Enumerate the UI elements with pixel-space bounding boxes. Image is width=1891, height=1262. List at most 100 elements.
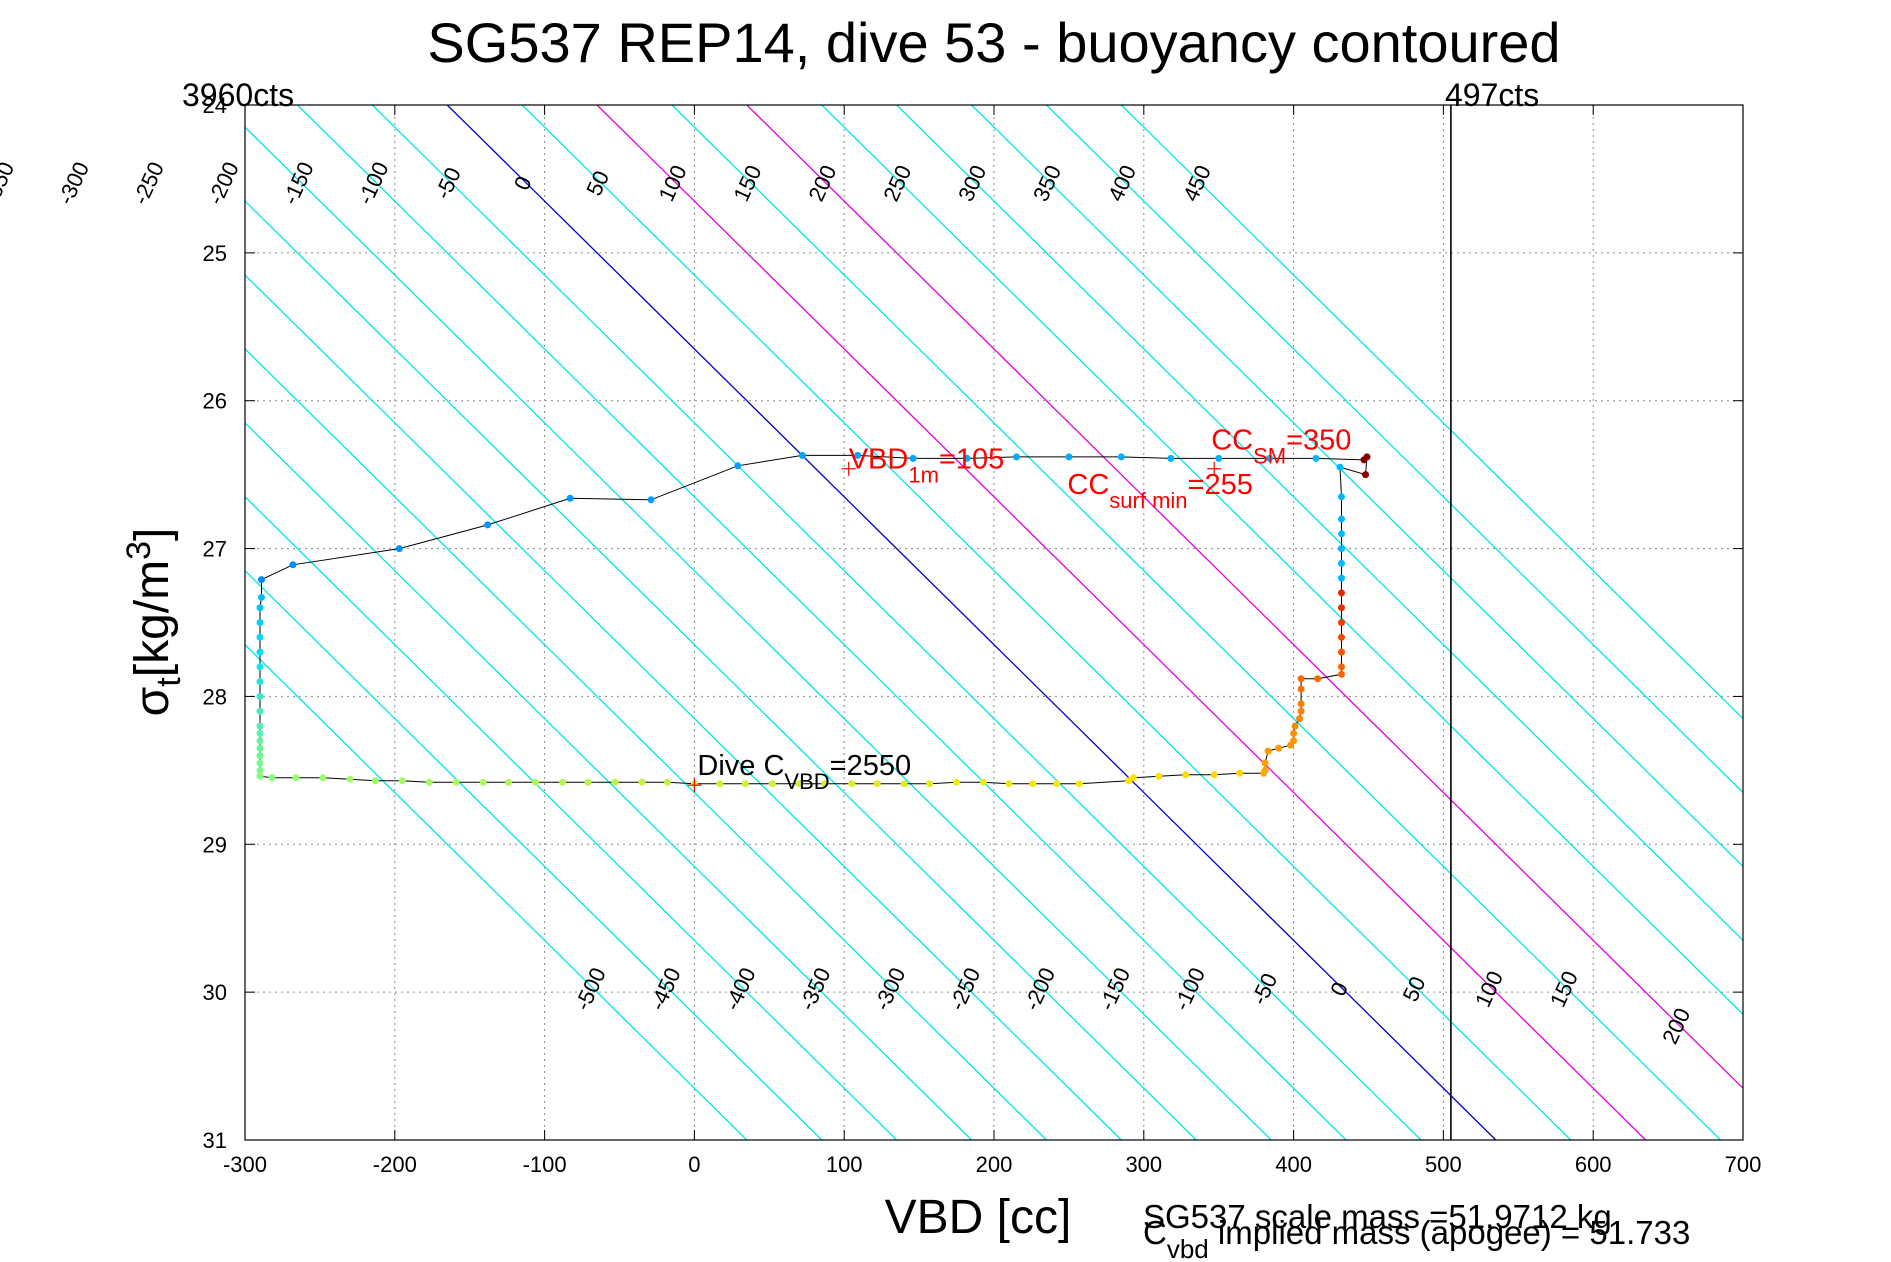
annotation-tail: =255 bbox=[1188, 469, 1253, 501]
dive-data-point bbox=[1005, 780, 1013, 788]
dive-data-point bbox=[1312, 454, 1320, 462]
dive-data-point bbox=[1297, 707, 1305, 715]
dive-data-point bbox=[1182, 771, 1190, 779]
dive-data-point bbox=[256, 707, 264, 715]
dive-data-point bbox=[532, 778, 540, 786]
dive-data-point bbox=[1297, 675, 1305, 683]
dive-data-point bbox=[268, 774, 276, 782]
dive-data-point bbox=[821, 780, 829, 788]
implied-mass-symbol: C bbox=[1143, 1214, 1167, 1251]
dive-data-point bbox=[256, 752, 264, 760]
contour-line bbox=[245, 200, 1197, 1140]
dive-data-point bbox=[1338, 559, 1345, 567]
dive-data-point bbox=[1362, 471, 1369, 479]
dive-data-point bbox=[256, 604, 264, 612]
dive-data-point bbox=[873, 780, 881, 788]
annotation: VBD1m=105 bbox=[849, 444, 1005, 488]
dive-data-point bbox=[980, 778, 987, 786]
contour-line bbox=[521, 105, 1572, 1140]
y-tick-label: 26 bbox=[203, 389, 227, 414]
dive-data-point bbox=[909, 454, 917, 462]
dive-data-point bbox=[1338, 648, 1345, 656]
contour-line bbox=[896, 105, 1743, 942]
contour-line bbox=[371, 105, 1422, 1140]
annotation-subscript: surf min bbox=[1109, 488, 1187, 513]
plus-markers bbox=[687, 461, 1222, 793]
dive-data-point bbox=[292, 774, 300, 782]
dive-track bbox=[256, 451, 1371, 788]
dive-data-point bbox=[256, 737, 264, 745]
dive-data-point bbox=[256, 772, 264, 780]
contour-line bbox=[446, 105, 1497, 1140]
contour-line bbox=[245, 495, 898, 1140]
dive-data-point bbox=[479, 778, 487, 786]
dive-data-point bbox=[741, 780, 749, 788]
x-tick-label: 100 bbox=[826, 1152, 863, 1177]
annotation-subscript: 1m bbox=[908, 463, 939, 488]
annotation-tail: =350 bbox=[1286, 425, 1351, 457]
dive-data-point bbox=[638, 778, 646, 786]
dive-data-point bbox=[1260, 769, 1268, 777]
y-axis-label-unit: [kg/m bbox=[126, 560, 179, 677]
contour-line bbox=[1045, 105, 1743, 794]
dive-data-point bbox=[1338, 619, 1345, 626]
contour-line bbox=[245, 348, 1047, 1140]
dive-data-point bbox=[559, 778, 567, 786]
y-axis-label-subscript: t bbox=[150, 677, 188, 687]
dive-data-point bbox=[963, 454, 971, 462]
dive-data-point bbox=[1266, 454, 1274, 462]
dive-data-point bbox=[663, 778, 671, 786]
dive-data-point bbox=[425, 778, 433, 786]
dive-data-point bbox=[1338, 574, 1345, 582]
y-tick-label: 27 bbox=[203, 537, 227, 562]
dive-data-point bbox=[484, 521, 492, 529]
contour-line bbox=[245, 643, 748, 1140]
dive-data-point bbox=[258, 593, 265, 601]
scale-mass-footer: SG537 scale mass =51.9712 kg bbox=[1143, 1198, 1612, 1235]
x-tick-label: 500 bbox=[1425, 1152, 1462, 1177]
x-tick-label: 300 bbox=[1125, 1152, 1162, 1177]
y-axis-label-symbol: σ bbox=[126, 687, 179, 717]
contour-line bbox=[245, 126, 1272, 1140]
x-tick-label: 400 bbox=[1275, 1152, 1312, 1177]
corner-label-right: 497cts bbox=[1445, 77, 1539, 113]
dive-data-point bbox=[319, 774, 327, 782]
contour-line bbox=[245, 421, 972, 1140]
contour-line bbox=[1120, 105, 1743, 720]
dive-data-point bbox=[289, 561, 297, 569]
annotation: CCSM=350 bbox=[1211, 425, 1351, 469]
implied-mass-text: implied mass (apogee) = 51.733 bbox=[1209, 1214, 1691, 1251]
dive-data-point bbox=[256, 766, 264, 774]
annotation-main: CC bbox=[1211, 425, 1253, 457]
dive-data-point bbox=[1338, 545, 1345, 553]
dive-data-point bbox=[256, 744, 264, 752]
dive-data-point bbox=[900, 780, 908, 788]
contour-line bbox=[746, 105, 1743, 1090]
dive-data-point bbox=[452, 778, 460, 786]
dive-data-point bbox=[1117, 453, 1125, 461]
dive-data-point bbox=[1287, 741, 1295, 749]
annotation: CCsurf min=255 bbox=[1067, 469, 1252, 513]
x-tick-label: 700 bbox=[1725, 1152, 1762, 1177]
chart-title: SG537 REP14, dive 53 - buoyancy contoure… bbox=[427, 11, 1560, 74]
y-tick-label: 24 bbox=[203, 93, 227, 118]
dive-data-point bbox=[1275, 744, 1283, 752]
dive-data-point bbox=[256, 663, 264, 671]
dive-data-point bbox=[1261, 759, 1269, 767]
dive-data-point bbox=[256, 678, 264, 686]
annotation-main: CC bbox=[1067, 469, 1109, 501]
dive-data-point bbox=[926, 780, 934, 788]
dive-data-point bbox=[1297, 685, 1305, 693]
buoyancy-contours bbox=[245, 105, 1743, 1140]
annotation-main: Dive C bbox=[697, 750, 784, 782]
dive-data-point bbox=[395, 545, 403, 553]
dive-data-point bbox=[256, 722, 264, 730]
dive-data-point bbox=[1338, 604, 1345, 612]
contour-line bbox=[245, 569, 823, 1140]
dive-data-point bbox=[371, 777, 379, 785]
dive-data-point bbox=[1053, 780, 1061, 788]
annotation: Dive CVBD=2550 bbox=[697, 750, 911, 794]
dive-data-point bbox=[848, 780, 856, 788]
dive-data-point bbox=[1338, 493, 1345, 501]
